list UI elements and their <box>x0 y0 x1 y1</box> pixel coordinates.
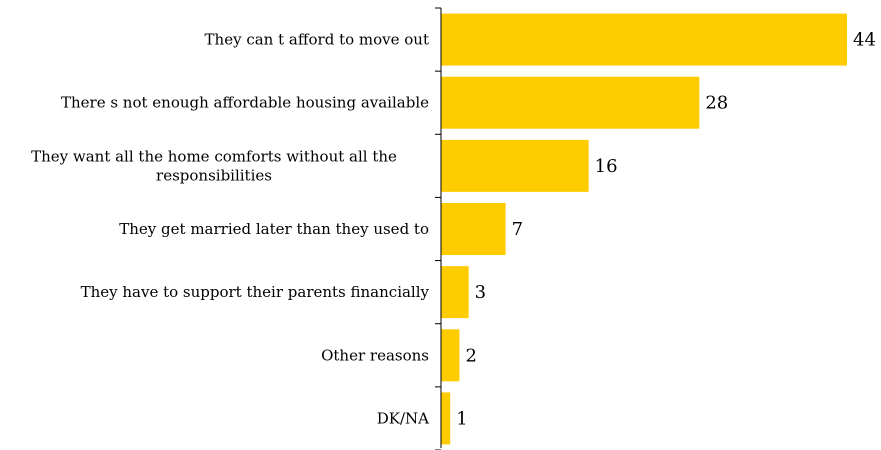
category-label: Other reasons <box>321 346 429 364</box>
y-axis <box>435 7 442 450</box>
data-label: 16 <box>595 156 618 177</box>
data-label: 2 <box>465 345 476 366</box>
data-label: 44 <box>853 30 876 51</box>
bars-group <box>441 13 847 445</box>
data-label: 7 <box>512 219 523 240</box>
category-label: There s not enough affordable housing av… <box>61 94 429 112</box>
bar <box>441 13 847 66</box>
category-label: They can t afford to move out <box>205 31 429 49</box>
bar <box>441 266 469 319</box>
category-label-line: They have to support their parents finan… <box>81 283 430 301</box>
category-label: They want all the home comforts without … <box>31 147 397 184</box>
category-label-line: Other reasons <box>321 346 429 364</box>
bar <box>441 203 506 255</box>
data-label: 28 <box>705 93 728 114</box>
value-labels: 44 28 16 7 3 2 1 <box>456 30 876 430</box>
data-label: 1 <box>456 408 467 429</box>
category-label: They get married later than they used to <box>119 220 429 238</box>
data-label: 3 <box>475 282 486 303</box>
bar <box>441 329 460 382</box>
category-label-line: responsibilities <box>156 166 272 184</box>
bar <box>441 392 451 445</box>
category-labels: They can t afford to move out There s not… <box>31 31 429 428</box>
category-label-line: There s not enough affordable housing av… <box>61 94 429 112</box>
category-label: DK/NA <box>377 409 429 427</box>
category-label: They have to support their parents finan… <box>81 283 430 301</box>
category-label-line: They can t afford to move out <box>205 31 429 49</box>
bar <box>441 76 700 129</box>
category-label-line: They get married later than they used to <box>119 220 429 238</box>
bar <box>441 139 589 192</box>
category-label-line: They want all the home comforts without … <box>31 147 397 165</box>
category-label-line: DK/NA <box>377 409 429 427</box>
